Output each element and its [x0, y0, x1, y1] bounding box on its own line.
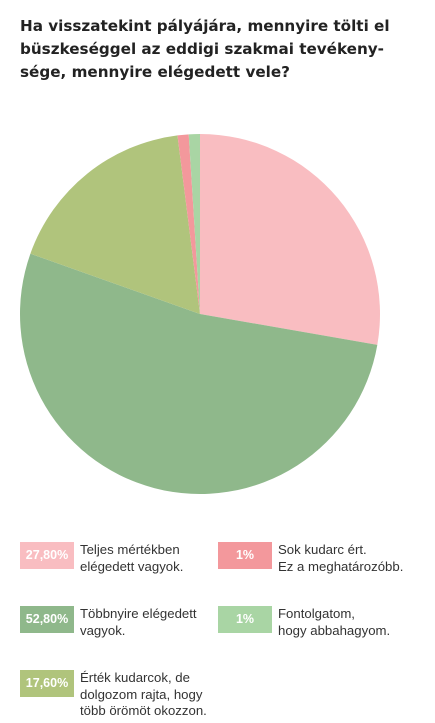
pie-slice-sok_kudarc [177, 134, 200, 314]
legend-item-teljes: 27,80% Teljes mértékben elégedett vagyok… [20, 542, 183, 575]
legend-label-line: hogy abbahagyom. [278, 622, 391, 638]
legend-item-fontolgatom: 1% Fontolgatom, hogy abbahagyom. [218, 606, 390, 639]
pie-slice-teljes [200, 133, 381, 345]
pie-slice-fontolgatom [188, 133, 200, 314]
legend-label-line: több örömöt okozzon. [80, 703, 207, 718]
legend-label-line: dolgozom rajta, hogy [80, 686, 203, 702]
title-line: sége, mennyire elégedett vele? [20, 63, 290, 81]
legend-label-line: vagyok. [80, 622, 126, 638]
legend-label: Többnyire elégedett vagyok. [80, 606, 197, 639]
legend-item-tobbnyire: 52,80% Többnyire elégedett vagyok. [20, 606, 197, 639]
pie-slice-tobbnyire [19, 253, 378, 495]
legend-label-line: elégedett vagyok. [80, 558, 184, 574]
legend-value-badge: 52,80% [20, 606, 74, 633]
legend-label: Teljes mértékben elégedett vagyok. [80, 542, 183, 575]
legend-value-badge: 1% [218, 606, 272, 633]
legend-label: Érték kudarcok, de dolgozom rajta, hogy … [80, 670, 207, 720]
legend-value-badge: 27,80% [20, 542, 74, 569]
legend-label-line: Ez a meghatározóbb. [278, 558, 404, 574]
legend-value-badge: 1% [218, 542, 272, 569]
legend-item-ertek: 17,60% Érték kudarcok, de dolgozom rajta… [20, 670, 207, 720]
title-line: büszkeséggel az eddigi szakmai tevékeny- [20, 40, 384, 58]
pie-slice-ertek [30, 135, 200, 314]
legend-label-line: Teljes mértékben [80, 542, 180, 557]
legend-value-badge: 17,60% [20, 670, 74, 697]
chart-title: Ha visszatekint pályájára, mennyire tölt… [20, 15, 420, 84]
legend-label-line: Sok kudarc ért. [278, 542, 367, 557]
legend-label-line: Többnyire elégedett [80, 606, 197, 621]
legend-label-line: Érték kudarcok, de [80, 670, 190, 685]
legend-label: Fontolgatom, hogy abbahagyom. [278, 606, 390, 639]
legend-label: Sok kudarc ért. Ez a meghatározóbb. [278, 542, 403, 575]
legend-item-sok-kudarc: 1% Sok kudarc ért. Ez a meghatározóbb. [218, 542, 403, 575]
title-line: Ha visszatekint pályájára, mennyire tölt… [20, 17, 390, 35]
legend-label-line: Fontolgatom, [278, 606, 355, 621]
